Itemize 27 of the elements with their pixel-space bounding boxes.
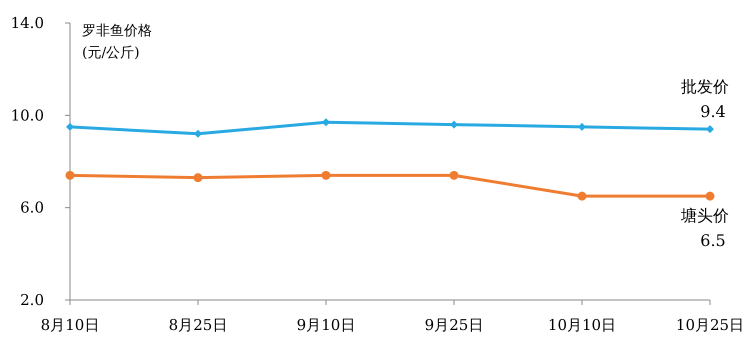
point xyxy=(578,122,586,131)
point xyxy=(66,170,74,180)
y-tick-label: 14.0 xyxy=(10,14,44,32)
y-tick-label: 10.0 xyxy=(10,106,44,124)
point xyxy=(578,192,586,201)
x-tick-label: 9月10日 xyxy=(296,316,356,334)
series-label: 塘头价 xyxy=(680,206,729,226)
text: 批发价 xyxy=(681,77,729,96)
point xyxy=(66,122,74,131)
y-tick-label: 6.0 xyxy=(20,198,44,217)
y-tick-label: 2.0 xyxy=(20,291,44,309)
data-label: 6.5 xyxy=(700,231,726,250)
data-label: 9.4 xyxy=(700,102,726,122)
x-tick-label: 10月25日 xyxy=(676,316,744,334)
point xyxy=(706,125,714,134)
point xyxy=(706,192,714,201)
point xyxy=(194,130,202,138)
x-tick-label: 10月10日 xyxy=(548,316,616,334)
point xyxy=(450,120,458,129)
point xyxy=(322,118,330,126)
x-tick-label: 8月10日 xyxy=(40,316,100,334)
point xyxy=(450,170,458,180)
x-tick-label: 9月25日 xyxy=(424,316,484,334)
y-axis-title: 罗非鱼价格 (元/公斤) xyxy=(82,23,152,61)
x-tick-label: 8月25日 xyxy=(168,316,228,334)
point xyxy=(194,173,202,182)
point xyxy=(322,170,330,180)
